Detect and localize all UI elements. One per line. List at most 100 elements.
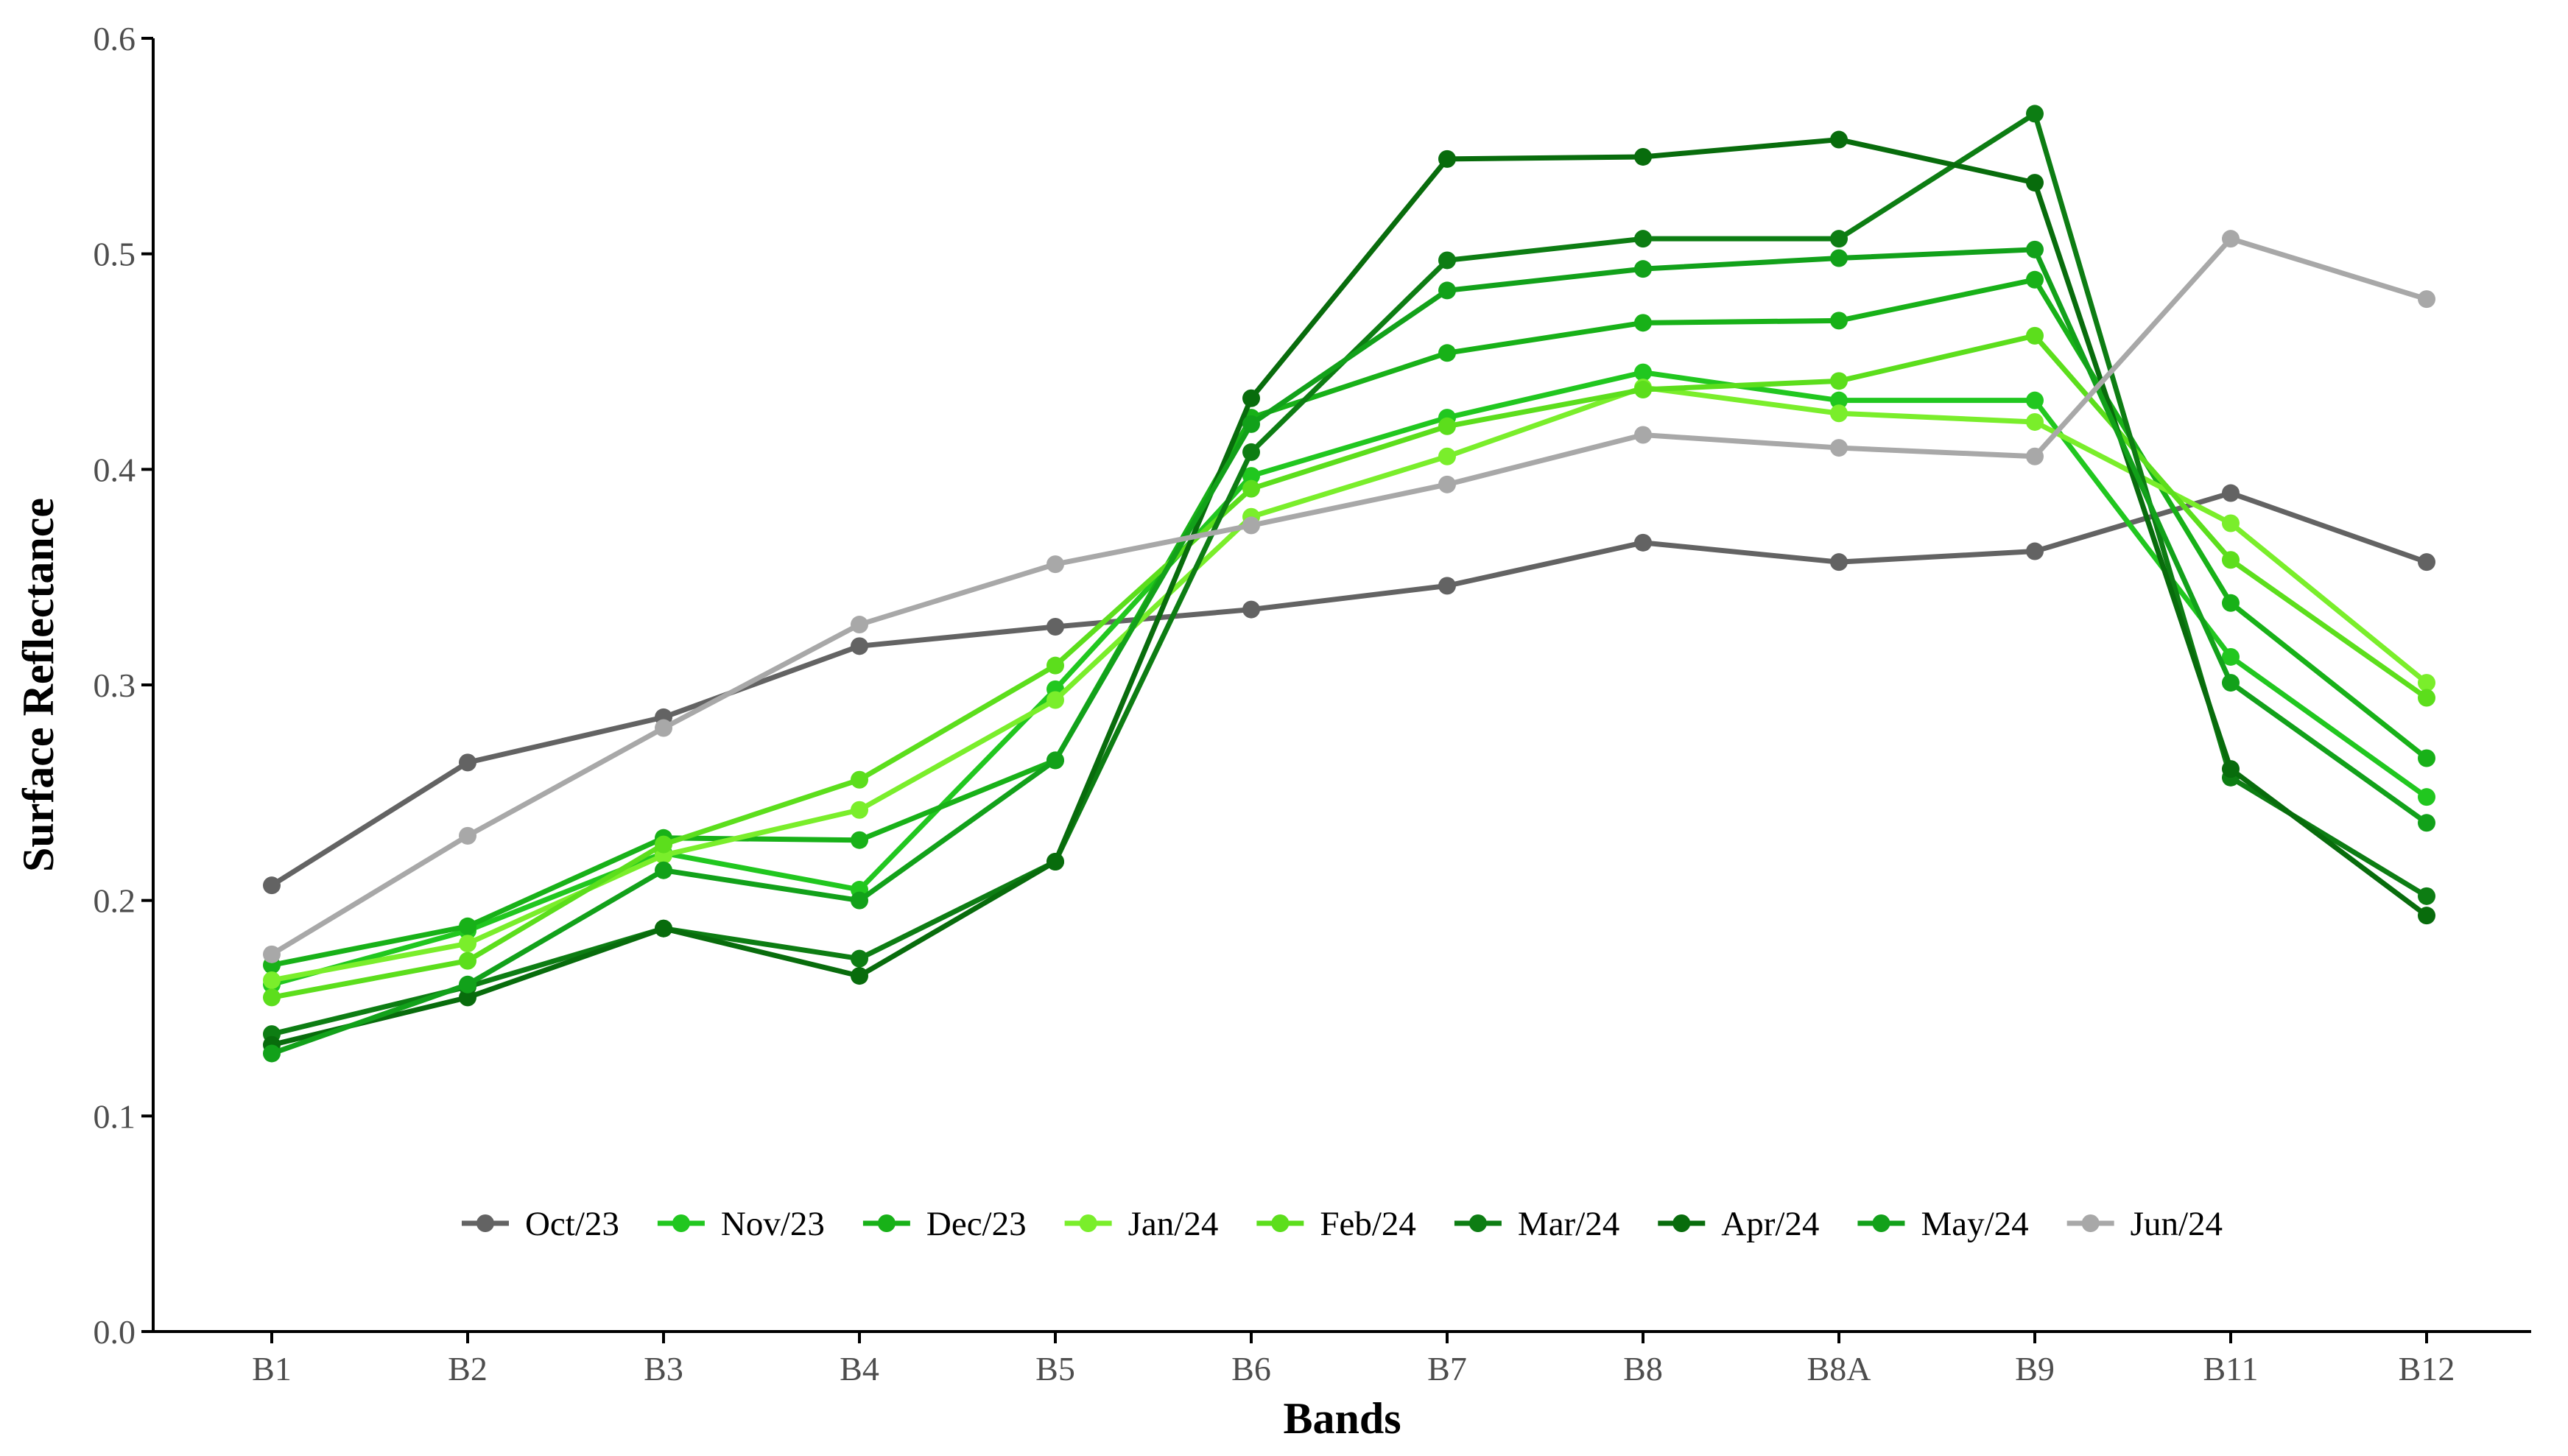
- data-point: [2026, 174, 2044, 192]
- data-point: [1242, 516, 1260, 535]
- data-point: [2418, 814, 2435, 832]
- data-point: [459, 753, 476, 772]
- x-tick-label: B7: [1427, 1350, 1467, 1388]
- series-oct-23: [263, 484, 2435, 895]
- data-point: [1242, 415, 1260, 433]
- data-point: [851, 949, 868, 968]
- data-point: [1438, 417, 1456, 435]
- data-point: [2222, 230, 2240, 248]
- x-tick-label: B9: [2015, 1350, 2055, 1388]
- legend-item: May/24: [1857, 1205, 2029, 1243]
- data-point: [2418, 689, 2435, 707]
- x-tick-label: B2: [448, 1350, 488, 1388]
- data-point: [2026, 447, 2044, 465]
- data-point: [1242, 467, 1260, 485]
- data-point: [851, 967, 868, 985]
- legend-label: Jun/24: [2131, 1205, 2223, 1243]
- legend-key-marker: [2081, 1214, 2100, 1232]
- data-point: [1046, 852, 1064, 871]
- y-tick-label: 0.3: [94, 667, 136, 704]
- data-point: [2222, 647, 2240, 666]
- data-point: [459, 917, 476, 935]
- legend-key-marker: [672, 1214, 690, 1232]
- data-point: [851, 616, 868, 634]
- data-point: [1046, 691, 1064, 709]
- data-point: [1830, 372, 1848, 390]
- data-point: [1438, 150, 1456, 168]
- legend-key-marker: [1672, 1214, 1691, 1232]
- data-point: [459, 975, 476, 993]
- data-point: [2418, 290, 2435, 309]
- data-point: [1830, 312, 1848, 330]
- x-tick-label: B8: [1623, 1350, 1663, 1388]
- data-point: [1242, 443, 1260, 461]
- data-point: [1830, 130, 1848, 149]
- y-tick-label: 0.2: [94, 882, 136, 920]
- data-point: [263, 971, 281, 989]
- data-point: [2026, 412, 2044, 431]
- data-point: [459, 952, 476, 970]
- data-point: [1634, 230, 1652, 248]
- legend-label: Dec/23: [926, 1205, 1027, 1243]
- data-point: [2222, 484, 2240, 502]
- data-point: [2026, 105, 2044, 123]
- data-point: [1046, 555, 1064, 574]
- data-point: [263, 1044, 281, 1063]
- data-point: [1438, 344, 1456, 362]
- data-point: [2026, 240, 2044, 259]
- legend-key-marker: [476, 1214, 494, 1232]
- x-tick-label: B11: [2203, 1350, 2259, 1388]
- data-point: [1438, 447, 1456, 465]
- legend-key-marker: [1872, 1214, 1890, 1232]
- series-feb-24: [263, 326, 2435, 1007]
- data-point: [2418, 788, 2435, 806]
- data-point: [263, 876, 281, 895]
- x-tick-label: B5: [1035, 1350, 1075, 1388]
- data-point: [459, 988, 476, 1007]
- data-point: [1634, 426, 1652, 444]
- data-point: [2418, 674, 2435, 692]
- series-may-24: [263, 240, 2435, 1063]
- legend-key-marker: [1271, 1214, 1290, 1232]
- data-point: [851, 637, 868, 655]
- series-line: [269, 236, 2430, 957]
- legend-label: Jan/24: [1128, 1205, 1219, 1243]
- legend-item: Nov/23: [657, 1205, 825, 1243]
- series-jun-24: [263, 230, 2435, 963]
- data-point: [1830, 439, 1848, 457]
- data-point: [459, 826, 476, 845]
- legend-item: Jun/24: [2066, 1205, 2223, 1243]
- legend-label: Apr/24: [1721, 1205, 1819, 1243]
- data-point: [2222, 760, 2240, 778]
- series-line: [269, 490, 2430, 888]
- x-axis-title: Bands: [1283, 1394, 1401, 1443]
- data-point: [2222, 594, 2240, 612]
- data-point: [2222, 514, 2240, 532]
- data-point: [655, 719, 672, 737]
- data-point: [2222, 674, 2240, 692]
- data-point: [1242, 389, 1260, 407]
- data-point: [2026, 542, 2044, 560]
- data-point: [2418, 749, 2435, 767]
- legend-item: Apr/24: [1658, 1205, 1819, 1243]
- x-tick-label: B3: [644, 1350, 683, 1388]
- data-point: [1046, 656, 1064, 675]
- data-point: [2026, 391, 2044, 409]
- legend-label: May/24: [1921, 1205, 2028, 1243]
- data-point: [851, 770, 868, 789]
- x-tick-label: B12: [2399, 1350, 2455, 1388]
- x-tick-label: B1: [252, 1350, 292, 1388]
- data-point: [2026, 270, 2044, 289]
- data-point: [1046, 751, 1064, 770]
- legend-item: Oct/23: [461, 1205, 619, 1243]
- data-series: [263, 105, 2435, 1063]
- y-tick-label: 0.0: [94, 1313, 136, 1351]
- data-point: [851, 801, 868, 819]
- data-point: [1830, 404, 1848, 423]
- data-point: [1242, 600, 1260, 619]
- legend-label: Mar/24: [1518, 1205, 1619, 1243]
- data-point: [2418, 553, 2435, 572]
- data-point: [655, 835, 672, 854]
